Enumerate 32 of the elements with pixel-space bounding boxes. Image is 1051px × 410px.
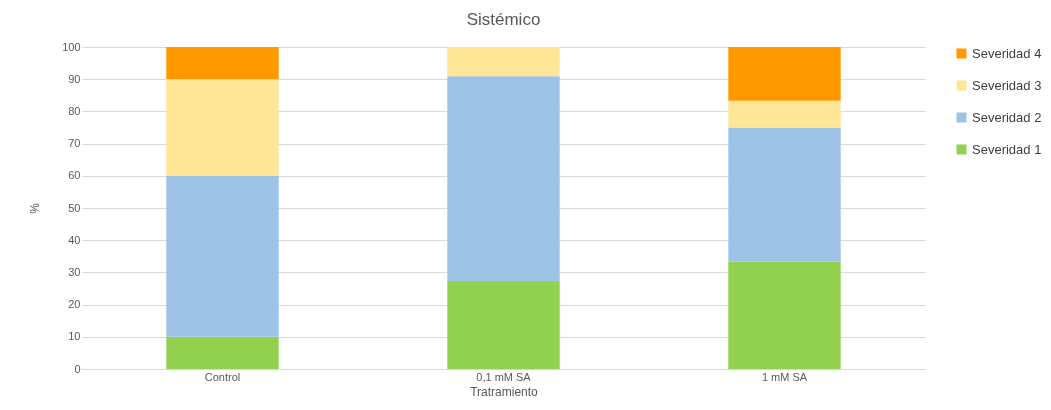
y-tick-label: 40 bbox=[68, 233, 81, 246]
y-tick-label: 10 bbox=[68, 330, 81, 343]
y-tick-label: 90 bbox=[68, 72, 81, 85]
bar bbox=[728, 127, 841, 262]
bar bbox=[166, 47, 279, 80]
legend-label: Severidad 2 bbox=[972, 109, 1042, 125]
bar bbox=[447, 47, 560, 77]
x-tick-label: 0,1 mM SA bbox=[476, 370, 532, 383]
y-tick-label: 60 bbox=[68, 169, 81, 182]
bar bbox=[728, 47, 841, 101]
bar bbox=[728, 100, 841, 128]
bar bbox=[447, 281, 560, 369]
y-tick-label: 30 bbox=[68, 265, 81, 278]
legend-label: Severidad 1 bbox=[972, 141, 1042, 157]
y-tick-label: 70 bbox=[68, 137, 81, 150]
y-tick-label: 0 bbox=[74, 362, 81, 375]
x-tick-label: Control bbox=[204, 370, 241, 383]
legend-label: Severidad 4 bbox=[972, 45, 1042, 61]
bar bbox=[728, 261, 841, 369]
chart-title: Sistémico bbox=[466, 10, 541, 29]
y-tick-label: 20 bbox=[68, 298, 81, 311]
y-tick-label: 50 bbox=[68, 201, 81, 214]
y-axis-title: % bbox=[28, 202, 43, 214]
x-tick-label: 1 mM SA bbox=[761, 370, 808, 383]
legend-label: Severidad 3 bbox=[972, 77, 1042, 93]
bar bbox=[166, 336, 279, 369]
y-tick-label: 80 bbox=[68, 104, 81, 117]
bar bbox=[166, 79, 279, 176]
y-tick-label: 100 bbox=[62, 40, 81, 53]
bar bbox=[166, 175, 279, 337]
x-axis-title: Tratramiento bbox=[470, 384, 539, 399]
bar bbox=[447, 76, 560, 282]
